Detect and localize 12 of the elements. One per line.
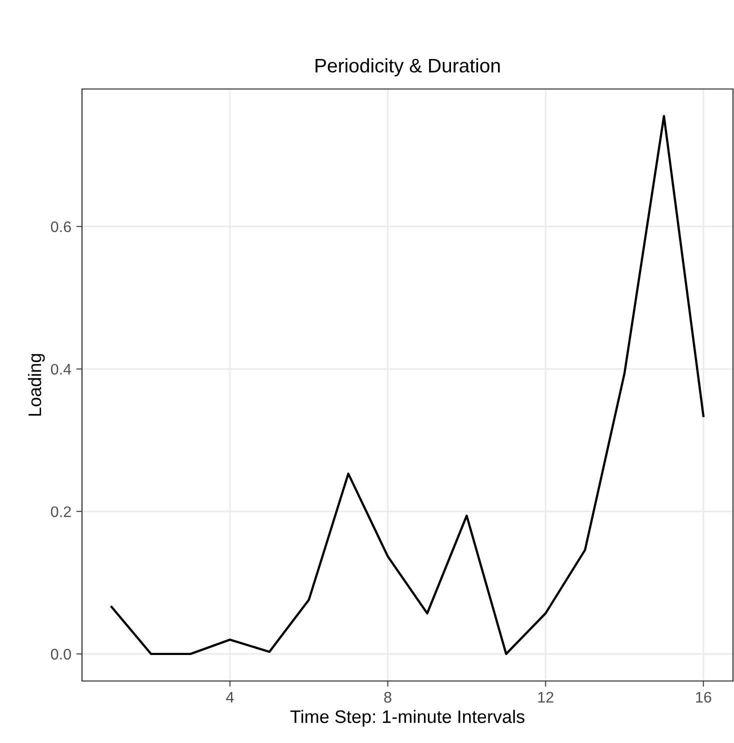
y-tick-label: 0.0 (50, 648, 71, 660)
y-tick-label: 0.6 (50, 221, 71, 232)
line-series (110, 114, 705, 656)
x-tick-label: 8 (384, 692, 392, 703)
x-tick-label: 4 (226, 692, 234, 702)
x-axis-title: Time Step: 1-minute Intervals (290, 710, 524, 727)
y-axis-title: Loading (28, 354, 45, 416)
chart-title: Periodicity & Duration (316, 58, 500, 76)
y-tick-label: 0.2 (50, 506, 71, 518)
x-tick-label: 16 (696, 692, 712, 703)
x-tick-label: 12 (538, 692, 554, 702)
y-tick-label: 0.4 (50, 364, 72, 375)
